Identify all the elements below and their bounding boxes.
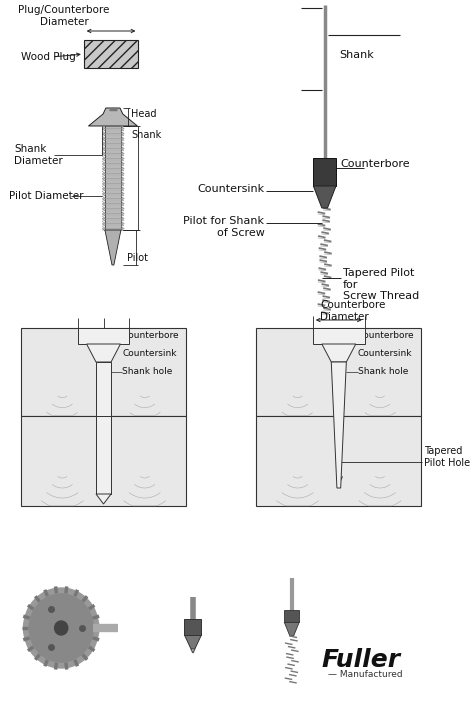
- Bar: [21, 416, 186, 506]
- Polygon shape: [105, 230, 121, 265]
- Polygon shape: [96, 494, 111, 504]
- Text: Counterbore: Counterbore: [357, 332, 414, 341]
- Bar: [96, 362, 111, 416]
- Text: Counterbore
Diameter: Counterbore Diameter: [320, 300, 385, 322]
- Text: Counterbore: Counterbore: [341, 159, 410, 169]
- Bar: [313, 158, 336, 186]
- Text: Counterbore: Counterbore: [122, 332, 179, 341]
- Text: Tapered
Pilot Hole: Tapered Pilot Hole: [424, 447, 470, 468]
- Bar: [256, 416, 421, 506]
- Bar: [84, 40, 138, 68]
- Circle shape: [24, 588, 99, 668]
- Text: Shank: Shank: [339, 50, 374, 60]
- Text: Pilot for Shank
of Screw: Pilot for Shank of Screw: [183, 216, 264, 238]
- Bar: [96, 416, 111, 494]
- Polygon shape: [184, 635, 201, 649]
- Text: Pilot Diameter: Pilot Diameter: [9, 191, 84, 201]
- Text: Countersink: Countersink: [122, 348, 177, 358]
- Text: Pilot: Pilot: [127, 253, 147, 263]
- Polygon shape: [284, 622, 299, 636]
- Bar: [284, 610, 299, 622]
- Polygon shape: [331, 362, 346, 488]
- Circle shape: [55, 621, 68, 635]
- Text: Fuller: Fuller: [322, 648, 401, 672]
- Text: Shank hole: Shank hole: [357, 367, 408, 376]
- Text: Wood Plug: Wood Plug: [21, 52, 75, 62]
- Text: Head: Head: [131, 109, 157, 119]
- Bar: [184, 619, 201, 635]
- Polygon shape: [89, 108, 137, 126]
- Polygon shape: [322, 344, 356, 362]
- Bar: [105, 126, 121, 230]
- Text: Shank hole: Shank hole: [122, 367, 173, 376]
- Text: Shank
Diameter: Shank Diameter: [14, 144, 63, 166]
- Polygon shape: [87, 344, 120, 362]
- Text: Plug/Counterbore
Diameter: Plug/Counterbore Diameter: [18, 5, 109, 27]
- Bar: [21, 328, 186, 416]
- Bar: [256, 328, 421, 416]
- Text: — Manufactured: — Manufactured: [328, 670, 402, 679]
- Text: Shank: Shank: [131, 130, 162, 140]
- Polygon shape: [313, 186, 336, 208]
- Text: Countersink: Countersink: [357, 348, 412, 358]
- Text: Countersink: Countersink: [197, 184, 264, 194]
- Text: Tapered Pilot
for
Screw Thread: Tapered Pilot for Screw Thread: [343, 268, 419, 301]
- Bar: [78, 328, 129, 344]
- Bar: [313, 328, 365, 344]
- Circle shape: [29, 594, 93, 662]
